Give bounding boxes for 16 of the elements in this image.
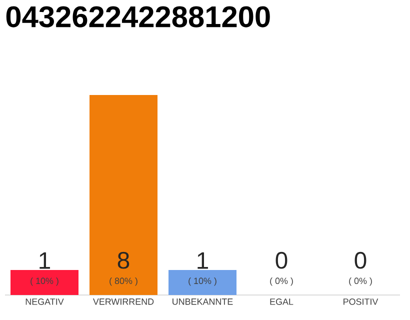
annotation: ( 10% ) [30,277,58,286]
data-label: 1 [198,252,208,269]
data-label: 0 [276,252,288,269]
annotation: ( 80% ) [110,277,138,286]
annotation: ( 0% ) [349,277,372,286]
data-label: 0 [354,252,366,269]
x-tick-label: UNBEKANNTE [172,298,233,305]
x-tick-label: NEGATIV [26,298,64,305]
x-tick-label: VERWIRREND [92,298,154,305]
data-label: 8 [118,252,130,269]
x-tick-label: EGAL [270,298,294,305]
data-label: 1 [40,252,50,269]
annotation: ( 10% ) [188,277,216,286]
annotation: ( 0% ) [270,277,293,286]
chart-title: 0432622422881200 [6,6,270,28]
x-tick-label: POSITIV [344,298,378,305]
